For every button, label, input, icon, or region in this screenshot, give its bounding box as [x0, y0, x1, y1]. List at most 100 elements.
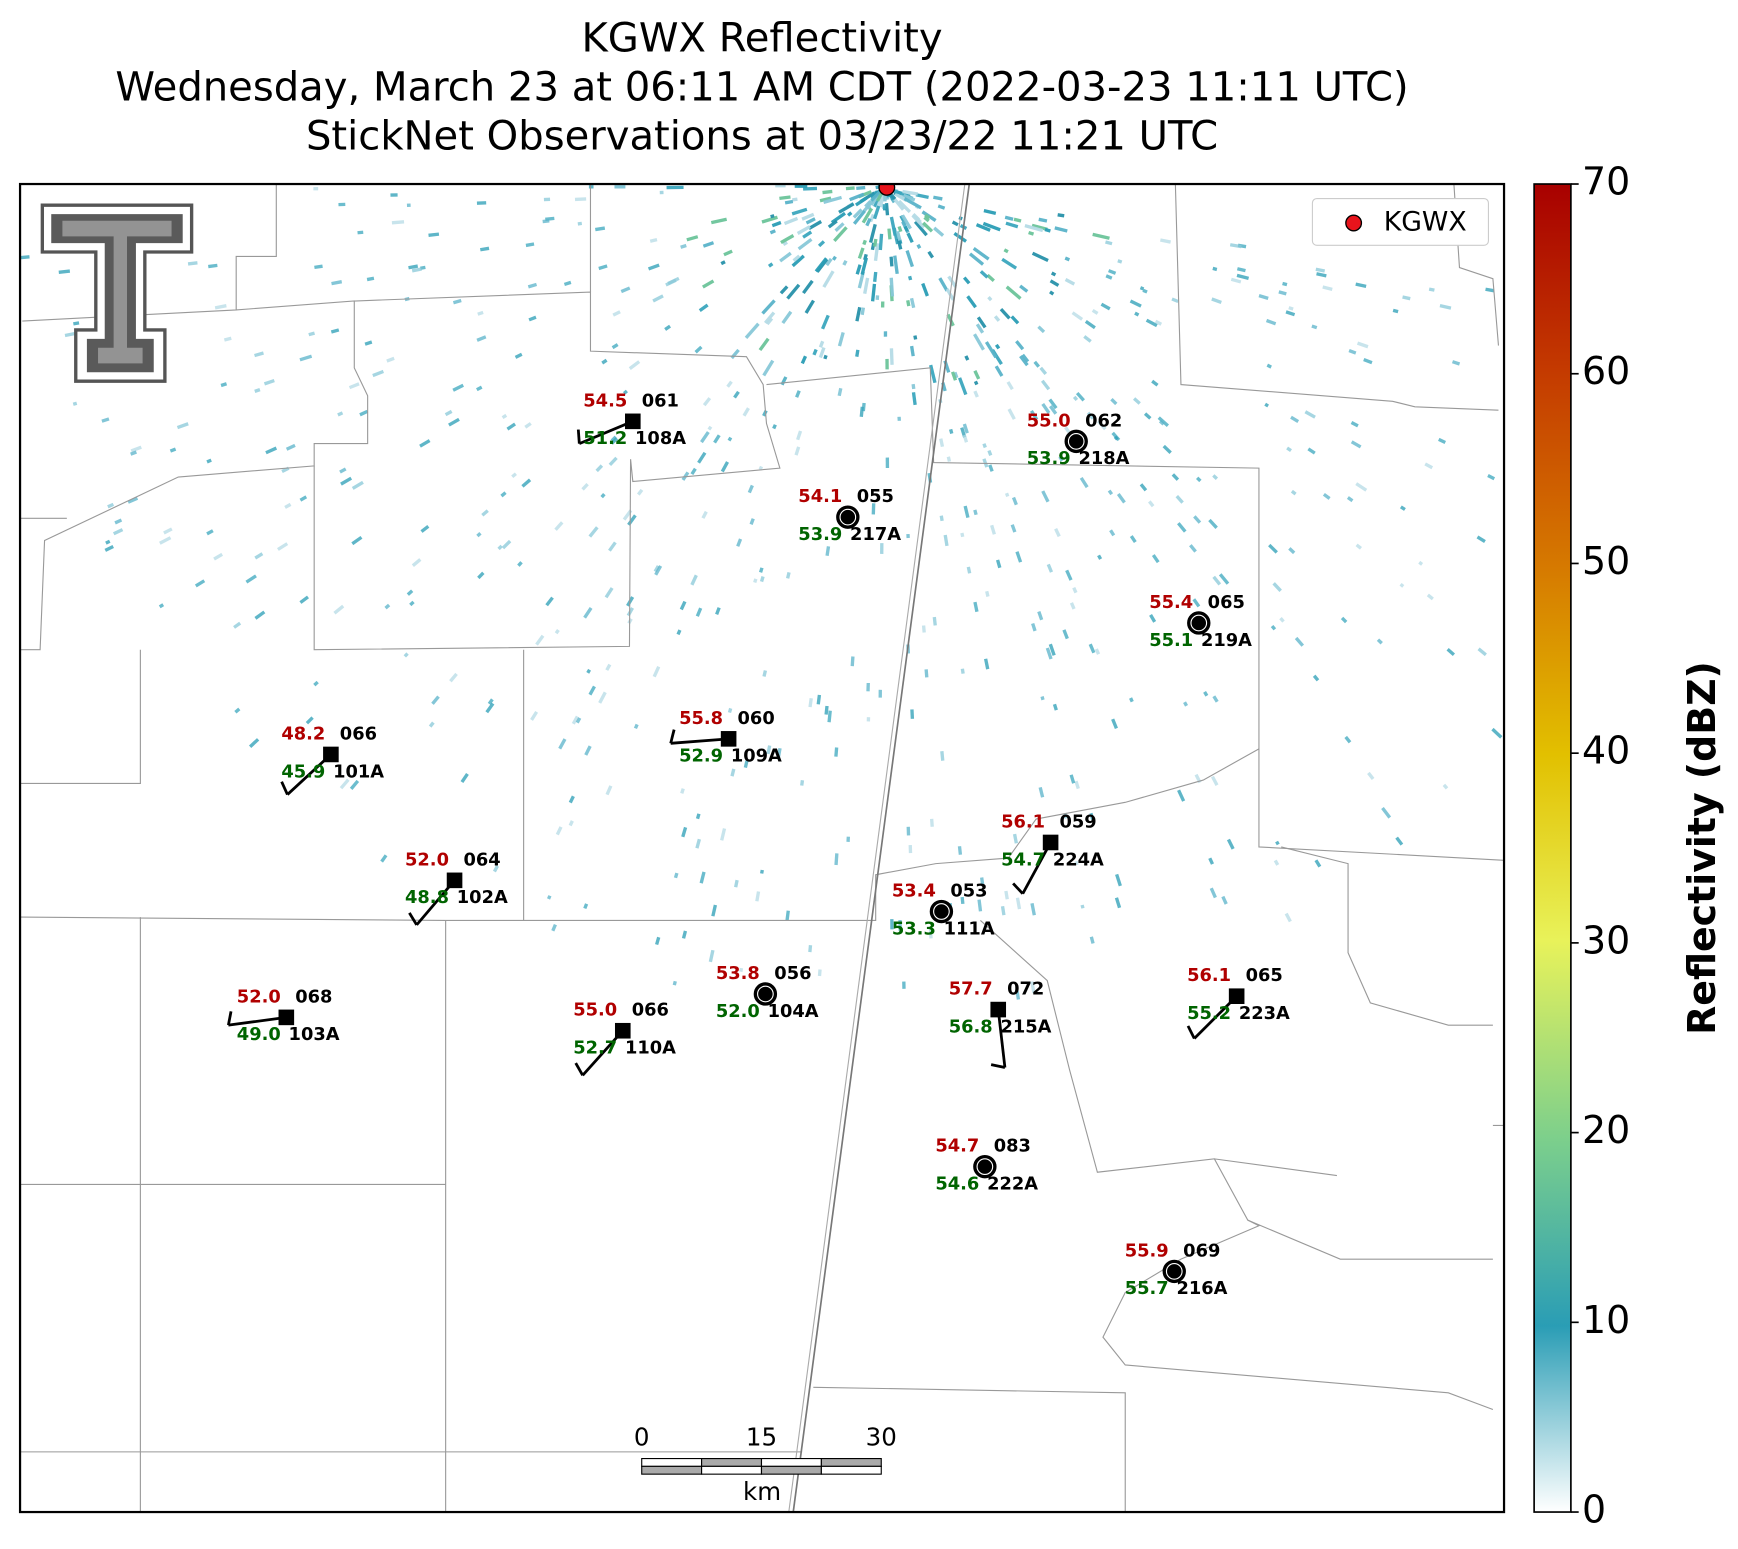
- radar-echo: [299, 495, 308, 502]
- radar-echo: [313, 680, 319, 687]
- station-temperature: 55.9: [1125, 1240, 1169, 1261]
- radar-echo: [1038, 787, 1045, 798]
- radar-echo: [734, 879, 739, 888]
- station-temperature: 48.2: [281, 723, 325, 744]
- radar-echo: [880, 301, 885, 308]
- radar-echo: [366, 276, 375, 282]
- radar-echo: [943, 534, 949, 547]
- radar-echo: [1485, 287, 1495, 293]
- radar-echo: [1344, 735, 1352, 744]
- radar-echo: [821, 314, 830, 330]
- radar-echo: [1139, 483, 1148, 492]
- radar-echo: [1392, 308, 1399, 314]
- radar-echo: [791, 254, 805, 268]
- station-dewpoint: 54.7: [1001, 849, 1045, 870]
- radar-echo: [1158, 419, 1165, 426]
- radar-echo: [605, 785, 613, 796]
- radar-echo: [854, 196, 868, 207]
- radar-echo: [921, 282, 929, 297]
- radar-echo: [784, 199, 794, 205]
- radar-echo: [698, 303, 709, 312]
- radar-echo: [428, 721, 435, 728]
- radar-echo: [487, 698, 494, 705]
- radar-echo: [963, 505, 970, 518]
- radar-echo: [780, 376, 788, 386]
- radar-echo: [861, 207, 874, 224]
- radar-echo: [535, 634, 545, 646]
- radar-echo: [497, 544, 503, 551]
- wind-barb-feather: [990, 1063, 1006, 1069]
- radar-echo: [785, 910, 790, 921]
- radar-echo: [901, 214, 912, 230]
- radar-echo: [130, 450, 137, 456]
- radar-echo: [612, 310, 621, 317]
- radar-echo: [409, 600, 415, 607]
- radar-echo: [1133, 397, 1141, 405]
- radar-echo: [627, 514, 637, 526]
- radar-echo: [1048, 643, 1056, 656]
- radar-echo: [1030, 902, 1036, 916]
- radar-echo: [666, 185, 684, 190]
- station-id: 223A: [1239, 1003, 1290, 1024]
- radar-echo: [909, 345, 915, 357]
- radar-echo: [856, 185, 866, 191]
- radar-echo: [598, 691, 607, 704]
- radar-echo: [1030, 981, 1036, 994]
- radar-echo: [1516, 642, 1525, 650]
- radar-echo: [1356, 341, 1369, 349]
- radar-echo: [791, 207, 808, 216]
- radar-echo: [420, 524, 430, 533]
- radar-echo: [902, 981, 906, 989]
- radar-echo: [702, 241, 715, 248]
- legend-marker: [1345, 214, 1363, 232]
- radar-echo: [1363, 358, 1373, 365]
- station-dewpoint: 55.2: [1187, 1003, 1231, 1024]
- radar-echo: [73, 321, 80, 326]
- radar-echo: [973, 390, 979, 398]
- radar-echo: [817, 969, 822, 977]
- radar-echo: [723, 249, 733, 257]
- wind-barb: [670, 737, 729, 745]
- radar-echo: [477, 310, 484, 316]
- radar-echo: [1506, 303, 1510, 307]
- station-dewpoint: 48.8: [405, 887, 449, 908]
- radar-site-marker: [878, 184, 896, 196]
- radar-echo: [822, 270, 835, 288]
- radar-echo: [1438, 437, 1447, 445]
- radar-echo: [501, 539, 512, 550]
- radar-echo: [1221, 895, 1228, 905]
- radar-echo: [604, 587, 614, 599]
- radar-echo: [1312, 674, 1320, 682]
- radar-echo: [1196, 476, 1202, 483]
- radar-echo: [1005, 221, 1019, 229]
- radar-echo: [431, 695, 440, 705]
- radar-echo: [333, 604, 345, 615]
- radar-echo: [715, 607, 721, 615]
- radar-echo: [933, 226, 945, 237]
- radar-echo: [987, 449, 993, 456]
- radar-echo: [949, 428, 954, 435]
- radar-echo: [1088, 643, 1096, 654]
- radar-echo: [1451, 360, 1461, 366]
- radar-echo: [598, 264, 608, 271]
- radar-echo: [960, 896, 965, 905]
- radar-echo: [1504, 494, 1514, 501]
- radar-echo: [527, 282, 538, 289]
- station-dewpoint: 52.9: [679, 746, 723, 767]
- radar-echo: [169, 447, 177, 453]
- station-temperature: 52.0: [237, 986, 281, 1007]
- radar-echo: [1210, 775, 1219, 786]
- radar-echo: [1007, 408, 1016, 420]
- radar-echo: [348, 382, 360, 390]
- radar-echo: [838, 202, 855, 214]
- station-dewpoint: 55.1: [1149, 630, 1193, 651]
- radar-echo: [595, 226, 606, 232]
- radar-echo: [583, 903, 589, 910]
- radar-echo: [1203, 691, 1209, 697]
- radar-echo: [897, 416, 901, 421]
- radar-echo: [588, 526, 599, 538]
- radar-echo: [940, 751, 945, 761]
- radar-echo: [1100, 302, 1111, 311]
- station-pressure: 069: [1183, 1240, 1220, 1261]
- station-pressure: 072: [1007, 979, 1044, 1000]
